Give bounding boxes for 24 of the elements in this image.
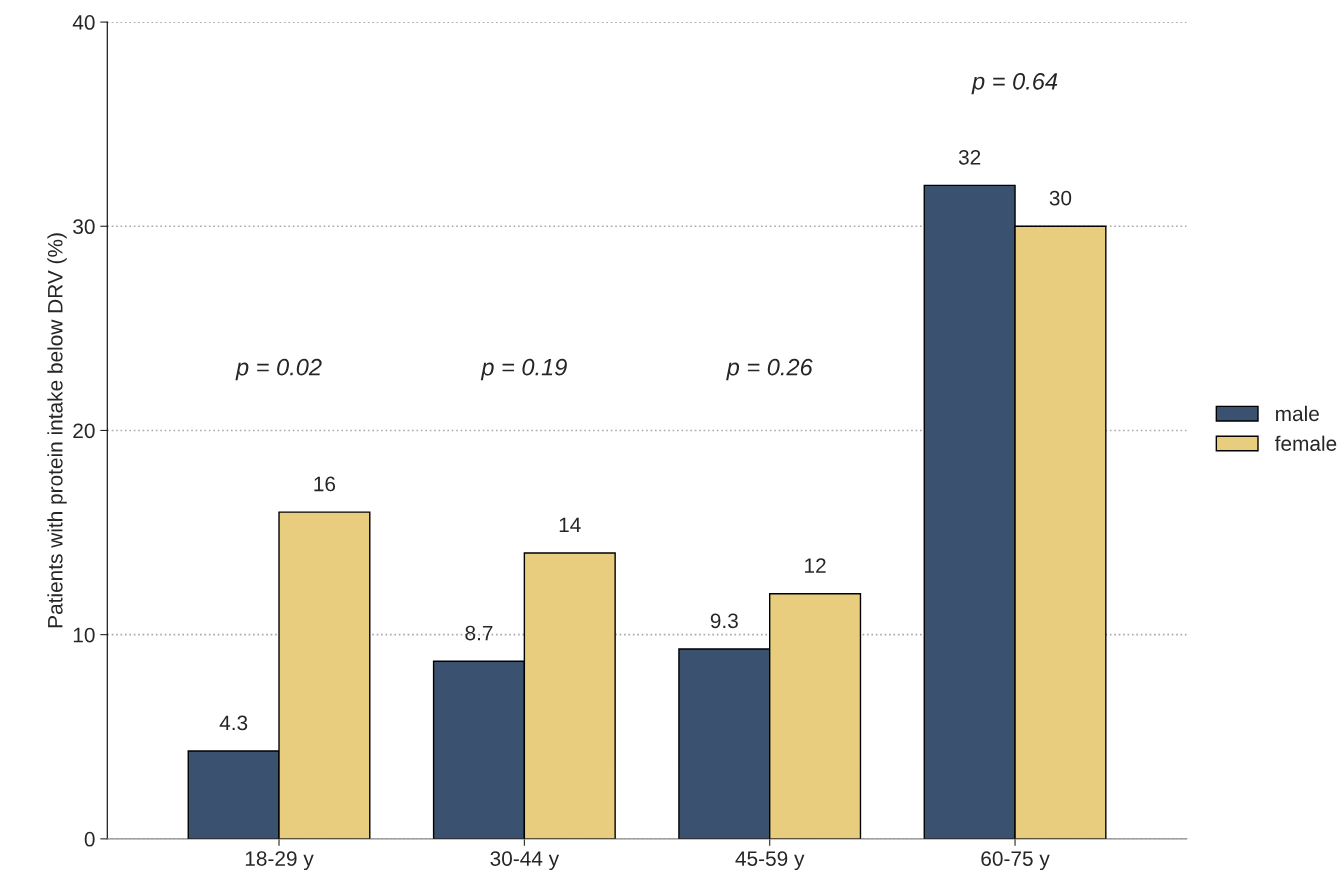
y-tick-label: 30 [73,219,95,235]
legend-label: male [1276,405,1319,422]
y-axis-title: Patients with protein intake below DRV (%) [47,233,67,628]
data-label: 32 [958,149,981,165]
annotation: p = 0.02 [235,358,322,381]
legend-label: female [1274,435,1337,451]
y-tick-label: 20 [73,423,95,439]
annotation: p = 0.64 [971,72,1058,95]
data-label: 9.3 [710,613,738,629]
y-tick-label: 0 [84,831,95,847]
x-tick-label: 18-29 y [245,851,314,871]
annotation: p = 0.26 [726,358,813,381]
y-tick-label: 10 [73,627,95,643]
data-label: 8.7 [465,625,493,641]
y-tick-label: 40 [72,15,95,30]
data-label: 12 [805,558,826,573]
data-label: 14 [559,517,581,532]
annotation: p = 0.19 [480,358,567,381]
data-label: 16 [314,476,336,492]
x-tick-label: 45-59 y [735,851,805,871]
data-label: 30 [1049,190,1072,206]
x-tick-label: 30-44 y [490,851,560,871]
data-label: 4.3 [219,715,248,731]
x-tick-label: 60-75 y [981,851,1050,871]
